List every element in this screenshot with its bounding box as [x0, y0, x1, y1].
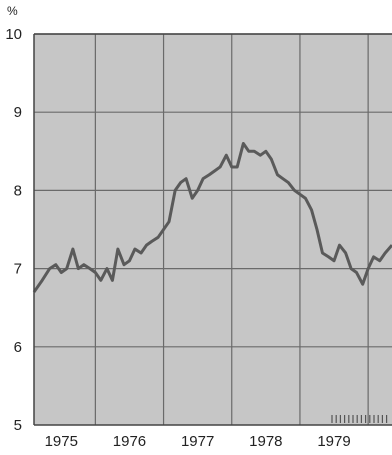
- y-axis-unit-label: %: [7, 4, 18, 18]
- series-line: [32, 141, 392, 293]
- x-tick-label: 1975: [45, 433, 78, 450]
- x-tick-label: 1979: [317, 433, 350, 450]
- y-tick-labels: 5 6 7 8 9 10: [5, 26, 22, 434]
- y-tick-label: 7: [14, 261, 22, 278]
- plot-background: [34, 34, 392, 425]
- x-tick-label: 1976: [113, 433, 146, 450]
- x-tick-label: 1978: [249, 433, 282, 450]
- y-tick-label: 6: [14, 339, 22, 356]
- y-tick-label: 5: [14, 417, 22, 434]
- y-tick-label: 10: [5, 26, 22, 43]
- hatch-marks: [331, 415, 388, 423]
- x-tick-label: 1977: [181, 433, 214, 450]
- y-tick-label: 9: [14, 104, 22, 121]
- x-tick-labels: 1975 1976 1977 1978 1979: [45, 433, 351, 450]
- axes-frame: [33, 33, 392, 426]
- y-tick-label: 8: [14, 182, 22, 199]
